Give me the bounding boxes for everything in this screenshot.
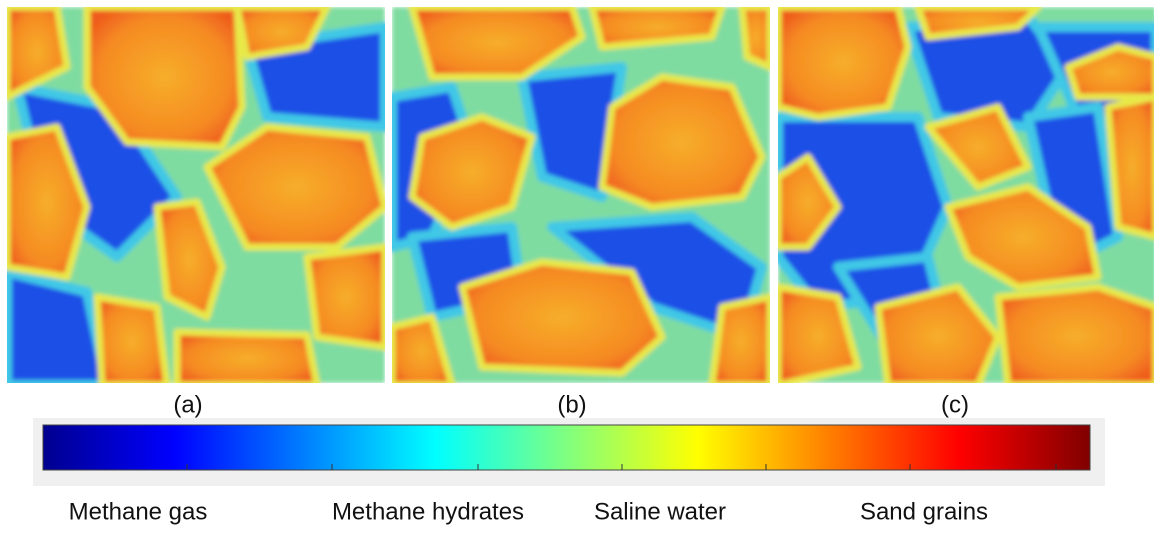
colorbar-label: Methane gas [69,498,208,525]
colorbar-label: Saline water [594,498,726,525]
separator [770,0,778,390]
panel-label: (b) [557,391,586,418]
panel-label: (c) [941,391,969,418]
separator [385,0,392,390]
figure: (a) (b) (c) Methane gas Methane hydrates… [0,0,1154,533]
panel-image [778,7,1154,385]
colorbar [43,425,1090,470]
colorbar-label: Methane hydrates [332,498,524,525]
panel-image [392,7,770,385]
colorbar-label: Sand grains [860,498,988,525]
panel-image [7,7,385,385]
panel-label: (a) [173,391,202,418]
